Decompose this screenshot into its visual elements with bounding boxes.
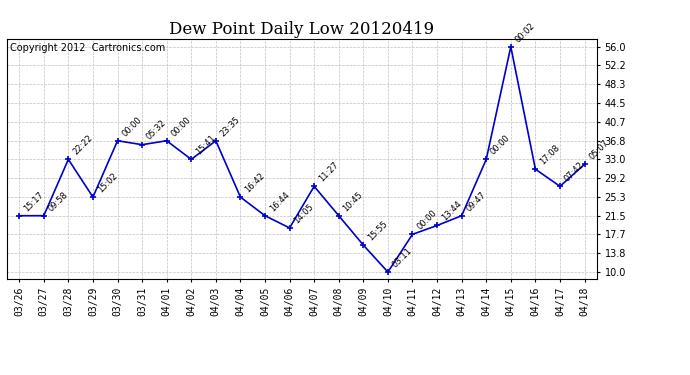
Text: 15:55: 15:55: [366, 219, 389, 242]
Text: 00:00: 00:00: [489, 134, 512, 157]
Text: 15:41: 15:41: [194, 134, 217, 157]
Text: 07:42: 07:42: [563, 160, 586, 183]
Title: Dew Point Daily Low 20120419: Dew Point Daily Low 20120419: [169, 21, 435, 38]
Text: 16:42: 16:42: [243, 171, 266, 194]
Text: 15:17: 15:17: [22, 190, 46, 213]
Text: 00:00: 00:00: [120, 115, 144, 138]
Text: 13:44: 13:44: [440, 200, 463, 223]
Text: 05:32: 05:32: [145, 118, 168, 142]
Text: 09:47: 09:47: [464, 190, 488, 213]
Text: 17:08: 17:08: [538, 143, 562, 166]
Text: 09:58: 09:58: [46, 190, 70, 213]
Text: 16:44: 16:44: [268, 190, 291, 213]
Text: 14:05: 14:05: [293, 202, 315, 225]
Text: 23:35: 23:35: [219, 115, 242, 138]
Text: 00:00: 00:00: [170, 115, 193, 138]
Text: 05:07: 05:07: [587, 138, 611, 162]
Text: 11:27: 11:27: [317, 160, 340, 183]
Text: 10:45: 10:45: [342, 190, 365, 213]
Text: Copyright 2012  Cartronics.com: Copyright 2012 Cartronics.com: [10, 43, 165, 53]
Text: 22:22: 22:22: [71, 134, 95, 157]
Text: 00:00: 00:00: [415, 209, 438, 231]
Text: 15:02: 15:02: [96, 171, 119, 194]
Text: 03:11: 03:11: [391, 246, 414, 269]
Text: 00:02: 00:02: [513, 21, 537, 44]
